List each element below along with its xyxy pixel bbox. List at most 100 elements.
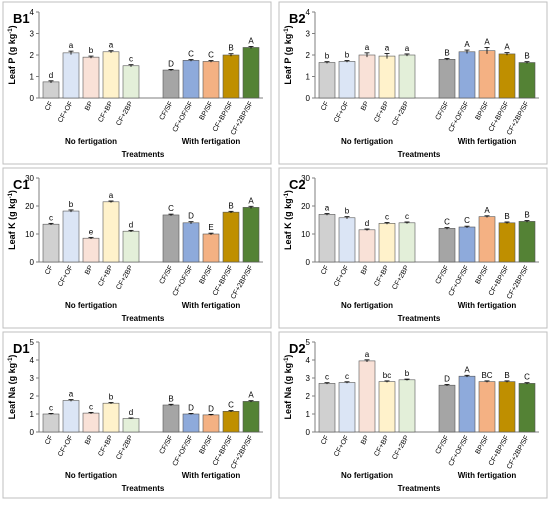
- bar-cf-of-sf: [458, 226, 476, 263]
- bar-cf-bp: [102, 51, 120, 99]
- bar-cf-sf: [438, 384, 456, 433]
- significance-letter: a: [69, 41, 74, 50]
- significance-letter: a: [365, 43, 370, 52]
- group-label-with-fertigation: With fertigation: [458, 301, 517, 310]
- bar-cf-of-sf: [182, 413, 200, 433]
- significance-letter: C: [208, 51, 214, 60]
- significance-letter: c: [129, 55, 133, 64]
- bar-cf-2bp: [398, 222, 416, 263]
- y-axis-label-main: Leaf K (g kg: [7, 198, 17, 250]
- y-tick-label: 2: [30, 51, 35, 60]
- bar-cf-2bp: [398, 379, 416, 433]
- bar-bp: [358, 360, 376, 433]
- bar-cf-2bp: [122, 418, 140, 433]
- x-tick-label: BP: [84, 434, 95, 446]
- significance-letter: d: [129, 408, 133, 417]
- significance-letter: c: [405, 212, 409, 221]
- significance-letter: C: [188, 50, 194, 59]
- group-label-no-fertigation: No fertigation: [65, 471, 117, 480]
- significance-letter: A: [464, 40, 470, 49]
- significance-letter: E: [208, 223, 213, 232]
- bar-cf-bp-sf: [498, 381, 516, 433]
- y-tick-label: 0: [306, 428, 311, 437]
- significance-letter: A: [248, 36, 254, 45]
- panel-label: B1: [13, 11, 30, 26]
- significance-letter: c: [49, 213, 53, 222]
- bar-cf-bp: [102, 402, 120, 433]
- bar-cf-2bp-sf: [518, 383, 536, 433]
- bar-cf-2bp-sf: [242, 207, 260, 263]
- bar-cf-2bp-sf: [518, 221, 536, 263]
- group-label-no-fertigation: No fertigation: [65, 301, 117, 310]
- bar-cf: [42, 413, 60, 433]
- bar-cf-sf: [162, 214, 180, 263]
- bar-bp-sf: [202, 414, 220, 433]
- y-axis-label: Leaf K (g kg-1): [7, 190, 17, 250]
- y-axis-label-main: Leaf K (g kg: [283, 198, 293, 250]
- significance-letter: d: [129, 220, 133, 229]
- y-tick-label: 5: [30, 338, 35, 347]
- y-tick-label: 20: [301, 202, 310, 211]
- significance-letter: a: [109, 191, 114, 200]
- x-tick-label: BP: [84, 100, 95, 112]
- y-axis-label: Leaf P (g kg-1): [283, 25, 293, 84]
- significance-letter: bc: [383, 371, 391, 380]
- bar-cf-sf: [438, 228, 456, 263]
- group-label-with-fertigation: With fertigation: [458, 471, 517, 480]
- significance-letter: B: [228, 201, 233, 210]
- y-axis-label-main: Leaf P (g kg: [7, 34, 17, 85]
- significance-letter: C: [444, 218, 450, 227]
- y-tick-label: 1: [306, 410, 311, 419]
- bar-cf-sf: [162, 69, 180, 99]
- group-label-no-fertigation: No fertigation: [341, 137, 393, 146]
- significance-letter: C: [168, 204, 174, 213]
- y-axis-label-main: Leaf Na (g kg: [7, 363, 17, 420]
- bar-cf-bp: [378, 381, 396, 433]
- y-axis-label-exponent: -1: [8, 357, 14, 363]
- y-tick-label: 1: [30, 73, 35, 82]
- bar-cf-of: [62, 210, 80, 263]
- y-tick-label: 4: [30, 356, 35, 365]
- x-tick-label: CF: [320, 435, 331, 447]
- y-axis-label-end: ): [283, 190, 293, 193]
- x-tick-label: CF: [44, 101, 55, 113]
- significance-letter: D: [444, 374, 450, 383]
- y-tick-label: 2: [306, 392, 311, 401]
- group-label-no-fertigation: No fertigation: [341, 471, 393, 480]
- y-tick-label: 1: [306, 73, 311, 82]
- bar-cf-of-sf: [182, 60, 200, 99]
- bar-cf-2bp-sf: [242, 47, 260, 99]
- significance-letter: C: [464, 216, 470, 225]
- bar-cf-of-sf: [182, 222, 200, 263]
- x-tick-label: CF: [320, 101, 331, 113]
- group-label-with-fertigation: With fertigation: [182, 471, 241, 480]
- significance-letter: A: [504, 43, 510, 52]
- y-tick-label: 2: [306, 51, 311, 60]
- bar-cf-of: [338, 382, 356, 433]
- y-tick-label: 10: [25, 230, 34, 239]
- bar-cf-of: [338, 217, 356, 263]
- significance-letter: A: [464, 365, 470, 374]
- significance-letter: BC: [481, 371, 492, 380]
- y-tick-label: 4: [30, 8, 35, 17]
- significance-letter: c: [89, 402, 93, 411]
- significance-letter: C: [524, 373, 530, 382]
- bar-cf-of-sf: [458, 375, 476, 433]
- bar-bp-sf: [478, 50, 496, 99]
- x-tick-label: BP: [360, 100, 371, 112]
- x-tick-label: BP: [360, 264, 371, 276]
- y-tick-label: 0: [30, 428, 35, 437]
- bar-cf-2bp-sf: [242, 401, 260, 433]
- x-axis-title: Treatments: [122, 314, 165, 323]
- significance-letter: a: [365, 350, 370, 359]
- y-tick-label: 3: [30, 374, 35, 383]
- y-tick-label: 10: [301, 230, 310, 239]
- significance-letter: B: [524, 52, 529, 61]
- y-axis-label-end: ): [283, 355, 293, 358]
- y-axis-label-main: Leaf P (g kg: [283, 34, 293, 85]
- bar-cf-bp: [378, 223, 396, 263]
- bar-bp: [358, 229, 376, 263]
- bar-cf-of: [62, 400, 80, 433]
